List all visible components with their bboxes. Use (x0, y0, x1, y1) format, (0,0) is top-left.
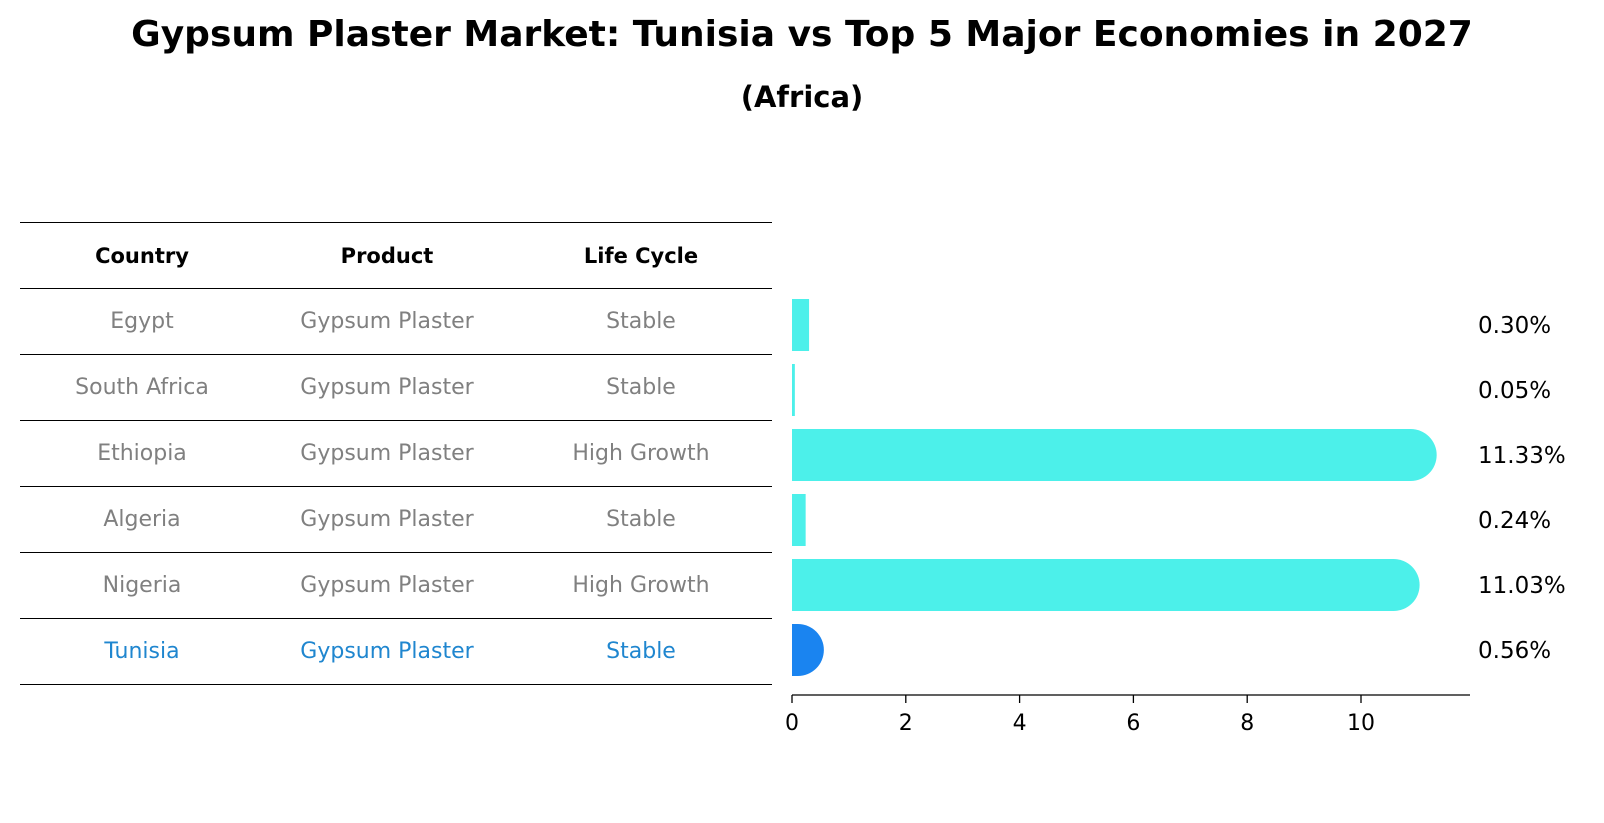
cell-product: Gypsum Plaster (264, 486, 510, 553)
bar-algeria (792, 494, 806, 546)
table-header-row: Country Product Life Cycle (20, 222, 772, 289)
value-label: 11.03% (1478, 573, 1566, 599)
table-row: Nigeria Gypsum Plaster High Growth (20, 552, 772, 619)
cell-product: Gypsum Plaster (264, 618, 510, 685)
table-row: Egypt Gypsum Plaster Stable (20, 288, 772, 355)
bar-south-africa (792, 364, 795, 416)
value-label: 0.56% (1478, 638, 1551, 664)
cell-product: Gypsum Plaster (264, 354, 510, 421)
x-tick-label: 8 (1240, 711, 1254, 736)
country-table: Country Product Life Cycle Egypt Gypsum … (20, 222, 772, 685)
x-tick-label: 10 (1347, 711, 1375, 736)
value-label: 0.30% (1478, 313, 1551, 339)
cell-country: Egypt (20, 288, 264, 355)
table-row: South Africa Gypsum Plaster Stable (20, 354, 772, 421)
bar-nigeria (792, 559, 1420, 611)
col-header-product: Product (264, 222, 510, 289)
col-header-country: Country (20, 222, 264, 289)
x-tick-label: 0 (785, 711, 799, 736)
x-tick-label: 4 (1013, 711, 1027, 736)
col-header-life-cycle: Life Cycle (510, 222, 772, 289)
cell-country: Ethiopia (20, 420, 264, 487)
cell-life-cycle: Stable (510, 486, 772, 553)
cell-product: Gypsum Plaster (264, 420, 510, 487)
table-row-highlight: Tunisia Gypsum Plaster Stable (20, 618, 772, 685)
value-label: 0.24% (1478, 508, 1551, 534)
bar-tunisia (792, 624, 824, 676)
chart-title: Gypsum Plaster Market: Tunisia vs Top 5 … (131, 14, 1473, 55)
cell-life-cycle: High Growth (510, 420, 772, 487)
value-label: 0.05% (1478, 378, 1551, 404)
cell-product: Gypsum Plaster (264, 552, 510, 619)
cell-product: Gypsum Plaster (264, 288, 510, 355)
bar-ethiopia (792, 429, 1437, 481)
cell-life-cycle: Stable (510, 288, 772, 355)
cell-country: Tunisia (20, 618, 264, 685)
x-tick-label: 6 (1126, 711, 1140, 736)
cell-country: Nigeria (20, 552, 264, 619)
cell-country: Algeria (20, 486, 264, 553)
table-row: Algeria Gypsum Plaster Stable (20, 486, 772, 553)
chart-subtitle: (Africa) (740, 80, 864, 114)
cell-country: South Africa (20, 354, 264, 421)
cell-life-cycle: Stable (510, 618, 772, 685)
x-tick-label: 2 (899, 711, 913, 736)
table-row: Ethiopia Gypsum Plaster High Growth (20, 420, 772, 487)
bar-egypt (792, 299, 810, 351)
value-label: 11.33% (1478, 443, 1566, 469)
cell-life-cycle: High Growth (510, 552, 772, 619)
